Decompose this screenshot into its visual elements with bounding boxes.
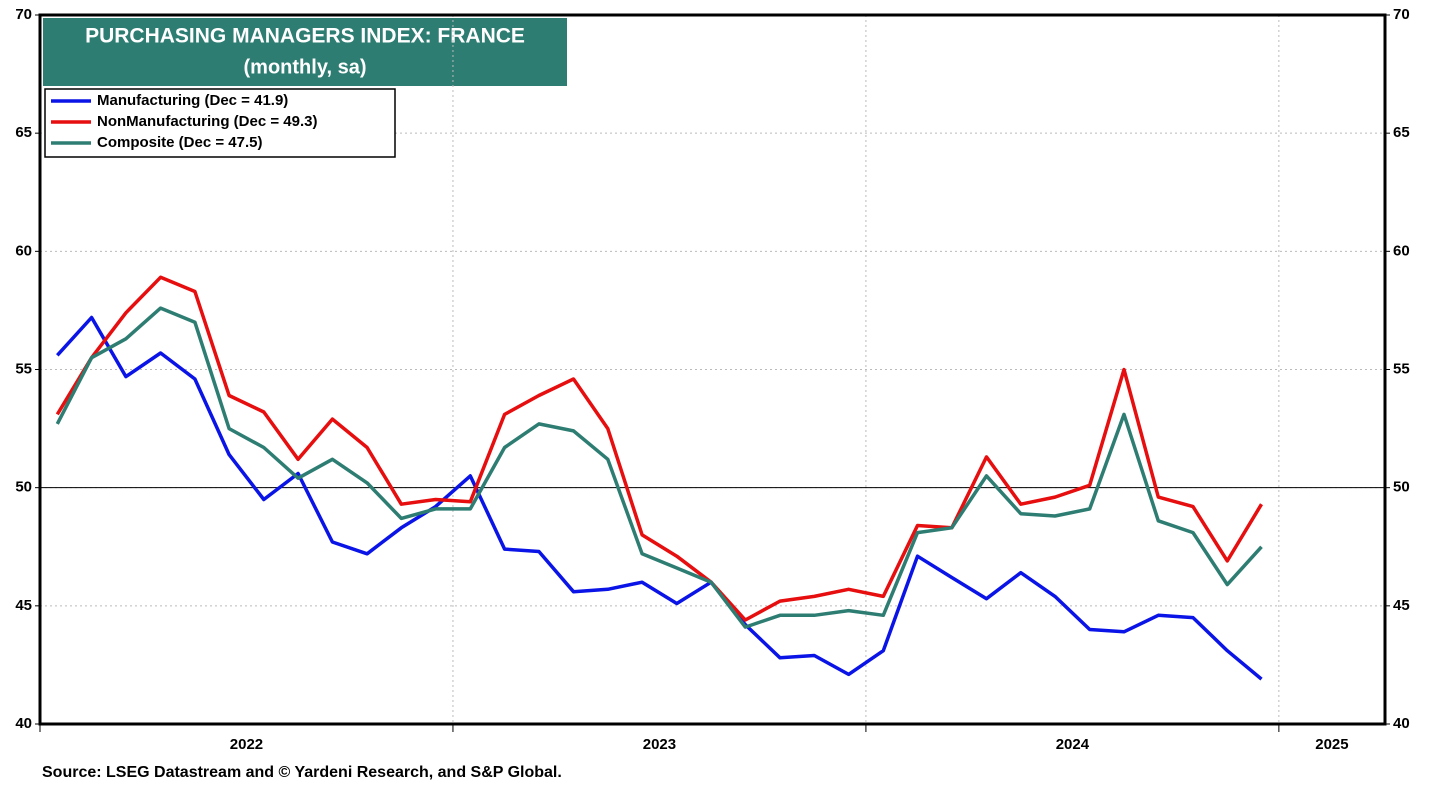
y-tick-label: 40 bbox=[15, 715, 32, 732]
x-tick-label: 2022 bbox=[230, 736, 263, 753]
y-tick-label: 50 bbox=[15, 479, 32, 496]
source-note: Source: LSEG Datastream and © Yardeni Re… bbox=[42, 764, 562, 781]
y2-tick-label: 55 bbox=[1393, 360, 1410, 377]
axes-frame bbox=[38, 13, 1387, 726]
title-box bbox=[43, 18, 567, 86]
y-tick-label: 55 bbox=[15, 360, 32, 377]
legend-label: Manufacturing (Dec = 41.9) bbox=[97, 92, 288, 109]
y2-tick-label: 40 bbox=[1393, 715, 1410, 732]
y-tick-label: 65 bbox=[15, 124, 32, 141]
legend-label: Composite (Dec = 47.5) bbox=[97, 134, 262, 151]
legend-box bbox=[44, 88, 396, 158]
y-tick-label: 70 bbox=[15, 6, 32, 23]
series-line bbox=[56, 315, 1263, 681]
y2-tick-label: 50 bbox=[1393, 479, 1410, 496]
y-tick-label: 60 bbox=[15, 242, 32, 259]
x-tick-label: 2025 bbox=[1315, 736, 1348, 753]
legend-label: NonManufacturing (Dec = 49.3) bbox=[97, 113, 317, 130]
y2-tick-label: 65 bbox=[1393, 124, 1410, 141]
y2-tick-label: 45 bbox=[1393, 597, 1410, 614]
series-line bbox=[55, 306, 1263, 629]
y2-tick-label: 70 bbox=[1393, 6, 1410, 23]
x-tick-label: 2023 bbox=[643, 736, 676, 753]
series-line bbox=[55, 275, 1263, 622]
chart-subtitle: (monthly, sa) bbox=[244, 56, 367, 78]
y2-tick-label: 60 bbox=[1393, 242, 1410, 259]
y-tick-label: 45 bbox=[15, 597, 32, 614]
x-tick-label: 2024 bbox=[1056, 736, 1090, 753]
chart-title: PURCHASING MANAGERS INDEX: FRANCE bbox=[85, 25, 525, 48]
